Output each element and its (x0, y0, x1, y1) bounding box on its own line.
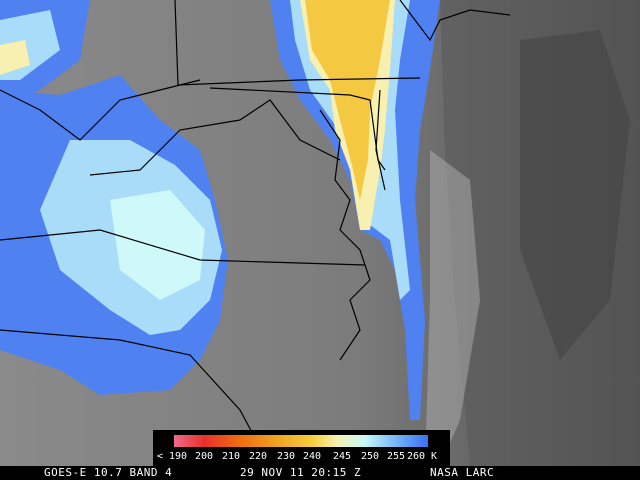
legend-label: 220 (249, 451, 267, 462)
state-border (0, 229, 366, 266)
legend-label: 240 (303, 451, 321, 462)
cloud-cyan (110, 190, 205, 300)
color-scale (174, 435, 428, 447)
legend: < 190 200 210 220 230 240 245 250 255 260 K (157, 451, 437, 462)
coastline (399, 0, 511, 42)
state-border (0, 79, 341, 176)
legend-label: 230 (277, 451, 295, 462)
cloud-yellow (305, 0, 390, 200)
legend-label: < 190 (157, 451, 187, 462)
legend-label: 245 (333, 451, 351, 462)
product-label: GOES-E 10.7 BAND 4 (44, 466, 172, 479)
state-border (0, 329, 271, 467)
legend-label: 255 (387, 451, 405, 462)
dark-region (520, 30, 630, 360)
legend-label: 210 (222, 451, 240, 462)
legend-label: 200 (195, 451, 213, 462)
state-border (174, 0, 421, 86)
coastline (319, 109, 371, 361)
cloud-blue (270, 0, 440, 420)
legend-label: 260 K (407, 451, 437, 462)
source-label: NASA LARC (430, 466, 494, 479)
bright-cloud (425, 150, 480, 466)
legend-label: 250 (361, 451, 379, 462)
time-label: 29 NOV 11 20:15 Z (240, 466, 361, 479)
cloud-pale (0, 40, 30, 75)
state-border (209, 87, 386, 171)
caption-bar (0, 466, 640, 480)
state-border (375, 89, 386, 191)
